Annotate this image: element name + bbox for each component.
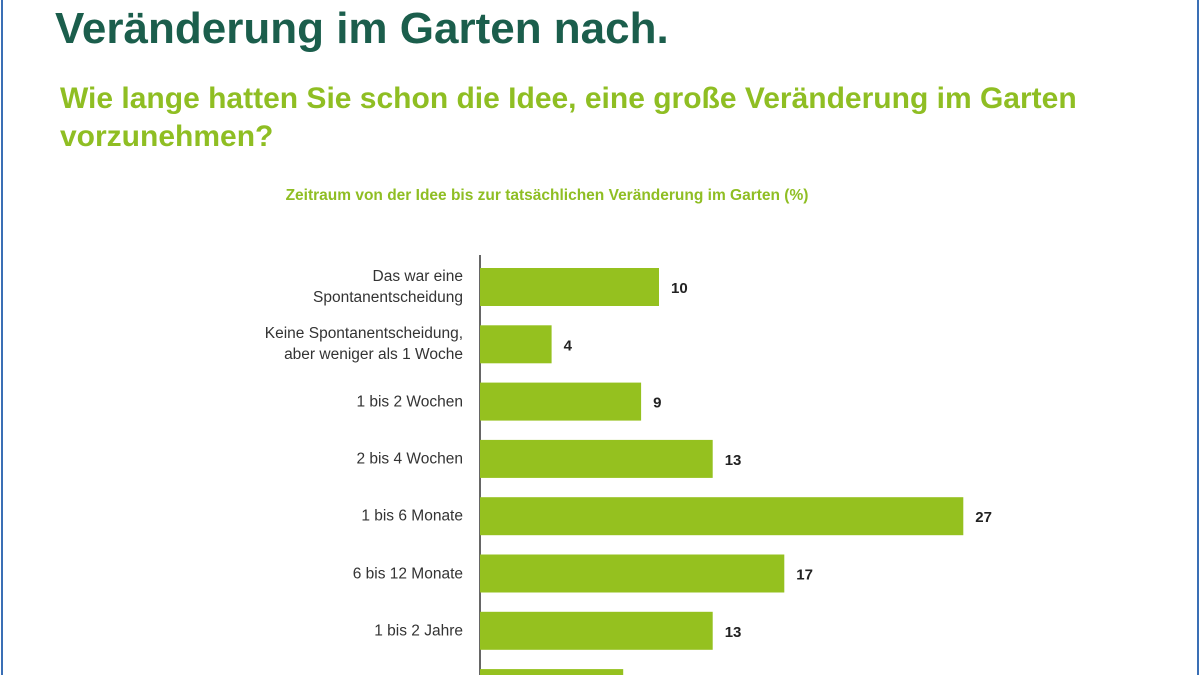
category-label: 1 bis 2 Wochen [356,393,463,411]
value-label: 13 [725,624,742,641]
category-label: 2 bis 4 Wochen [356,450,463,468]
value-label: 4 [564,337,573,354]
value-label: 17 [796,566,813,583]
bar [480,382,642,421]
bar [480,669,624,675]
bar [480,268,659,306]
bar [480,439,713,478]
bar [480,611,713,650]
category-label: 6 bis 12 Monate [352,565,463,582]
value-label: 10 [671,280,688,297]
category-label: 1 bis 6 Monate [361,507,463,525]
question: Wie lange hatten Sie schon die Idee, ein… [60,82,1077,153]
value-label: 27 [975,509,992,526]
value-label: 13 [725,452,742,469]
value-label: 9 [653,395,661,412]
chart-title: Zeitraum von der Idee bis zur tatsächlic… [285,187,809,204]
heading: Veränderung im Garten nach. [55,4,669,53]
bar [480,325,552,364]
category-label: 1 bis 2 Jahre [374,622,463,640]
bar [480,497,964,536]
bar [480,554,785,593]
category-label: Keine Spontanentscheidung, aber weniger … [264,325,463,364]
category-label: Das war eine Spontanentscheidung [313,268,463,306]
